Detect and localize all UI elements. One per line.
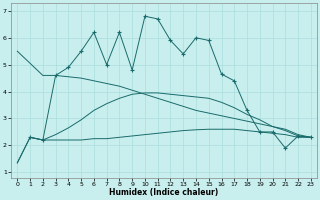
X-axis label: Humidex (Indice chaleur): Humidex (Indice chaleur) (109, 188, 219, 197)
